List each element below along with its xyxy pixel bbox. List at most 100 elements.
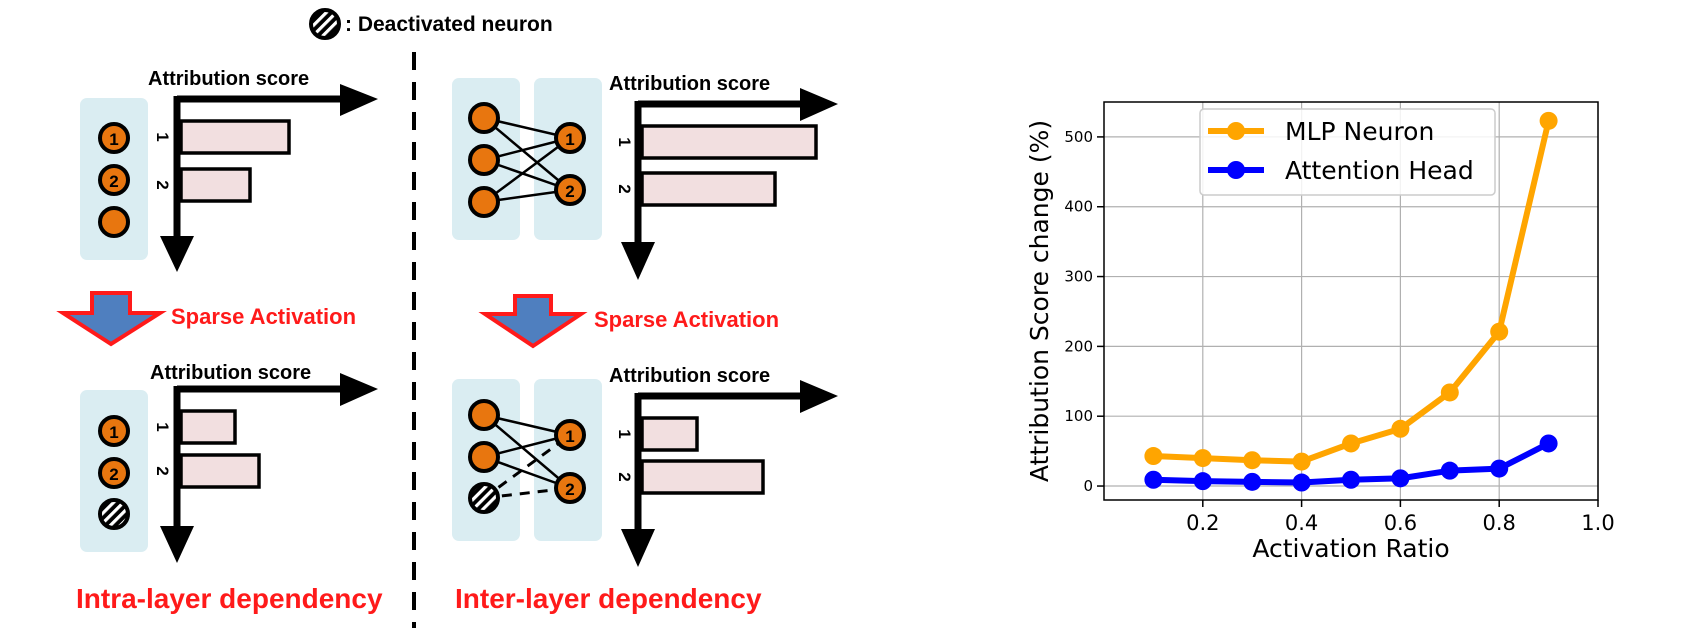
data-point	[1342, 434, 1360, 453]
inter-bottom-x-arrowhead	[800, 380, 838, 413]
inter-bottom-y-arrowhead	[621, 529, 655, 567]
inter-bottom-right-neuron-2: 2	[554, 472, 586, 504]
x-tick-label: 0.6	[1384, 511, 1417, 535]
intra-top-neuron-3	[98, 206, 130, 238]
inter-top-right-neuron-1: 1	[554, 122, 586, 154]
intra-top-neuron-2: 2	[98, 164, 130, 196]
legend-label: Attention Head	[1285, 156, 1474, 185]
data-point	[1292, 473, 1311, 492]
legend-entry-attention-head: Attention Head	[1208, 156, 1474, 185]
data-point	[1342, 470, 1360, 489]
x-tick-label: 0.8	[1482, 511, 1515, 535]
neuron-label: 2	[109, 465, 118, 484]
inter-bottom-bar-1	[640, 416, 699, 452]
neuron-label: 2	[109, 172, 118, 191]
inter-top-bar-2-label: 2	[615, 184, 634, 193]
intra-bottom-bar-2-label: 2	[153, 466, 172, 475]
inter-bottom-left-neuron-b	[468, 441, 500, 473]
attribution-change-chart: 0.2 0.4 0.6 0.8 1.0 0 100 200 300 400 500 Activat…	[1025, 101, 1615, 563]
intra-top-y-arrowhead	[160, 236, 194, 272]
intra-bottom-y-arrowhead	[160, 526, 194, 563]
intra-bottom-x-arrowhead	[340, 373, 378, 406]
neuron-label: 1	[109, 423, 118, 442]
data-point	[1539, 111, 1558, 130]
y-tick-label: 500	[1064, 128, 1093, 146]
intra-bottom-bar-1	[179, 409, 237, 445]
intra-top-bar-1	[179, 119, 291, 155]
inter-top-left-neuron-b	[468, 144, 500, 176]
data-point	[1144, 470, 1163, 489]
inter-bottom-bar-2	[640, 459, 765, 495]
inter-sparse-activation-arrow	[478, 294, 588, 349]
inter-sparse-activation-label: Sparse Activation	[594, 307, 779, 332]
intra-layer-caption: Intra-layer dependency	[76, 583, 383, 614]
inter-top-right-layer-box	[534, 78, 602, 240]
y-tick-label: 200	[1064, 337, 1093, 355]
neuron-circle	[98, 164, 130, 196]
chart-y-axis-label: Attribution Score change (%)	[1025, 120, 1054, 482]
intra-top-bar-2	[179, 167, 252, 203]
neuron-circle	[98, 457, 130, 489]
legend-swatch-marker	[1227, 122, 1245, 140]
inter-top-bar-1-label: 1	[615, 137, 634, 146]
neuron-label: 2	[565, 182, 574, 201]
x-tick-label: 1.0	[1581, 511, 1614, 535]
neuron-label: 2	[565, 480, 574, 499]
intra-top-x-arrowhead	[340, 84, 378, 116]
y-tick-label: 300	[1064, 268, 1093, 286]
intra-bottom-deactivated-neuron	[98, 498, 130, 530]
legend-label: MLP Neuron	[1285, 117, 1434, 146]
x-tick-label: 0.2	[1186, 511, 1219, 535]
data-point	[1193, 472, 1212, 491]
y-tick-label: 0	[1083, 477, 1093, 495]
inter-top-left-neuron-c	[468, 186, 500, 218]
data-point	[1539, 434, 1558, 453]
inter-bottom-bar-1-label: 1	[615, 429, 634, 438]
intra-bottom-neuron-1: 1	[98, 415, 130, 447]
inter-bottom-bar-2-label: 2	[615, 472, 634, 481]
chart-series	[1144, 111, 1558, 492]
data-point	[1243, 472, 1262, 491]
intra-top-bar-1-label: 1	[153, 132, 172, 141]
intra-top-neuron-1: 1	[98, 122, 130, 154]
data-point	[1193, 449, 1212, 468]
y-tick-label: 400	[1064, 198, 1093, 216]
intra-bottom-bar-2	[179, 453, 261, 489]
intra-top-axis-label: Attribution score	[148, 68, 309, 90]
inter-top-y-arrowhead	[621, 242, 655, 280]
intra-bottom-neuron-2: 2	[98, 457, 130, 489]
neuron-label: 1	[565, 427, 574, 446]
intra-bottom-axis-label: Attribution score	[150, 362, 311, 384]
data-point	[1292, 452, 1311, 471]
y-tick-label: 100	[1064, 407, 1093, 425]
neuron-label: 1	[109, 130, 118, 149]
chart-legend-box	[1199, 108, 1496, 196]
chart-frame	[1103, 101, 1599, 501]
neuron-circle	[554, 472, 586, 504]
data-point	[1440, 383, 1459, 402]
series-mlp-neuron	[1144, 111, 1558, 471]
data-point	[1490, 459, 1509, 478]
inter-bottom-right-neuron-1: 1	[554, 419, 586, 451]
inter-top-right-neuron-2: 2	[554, 174, 586, 206]
neuron-circle	[554, 419, 586, 451]
data-point	[1440, 461, 1459, 480]
intra-bottom-bar-1-label: 1	[153, 422, 172, 431]
x-tick-label: 0.4	[1285, 511, 1318, 535]
legend-swatch-marker	[1227, 161, 1245, 179]
intra-top-bar-2-label: 2	[153, 180, 172, 189]
chart-legend: MLP Neuron Attention Head	[1199, 108, 1496, 196]
chart-x-axis-label: Activation Ratio	[1252, 534, 1449, 563]
deactivated-neuron-legend: : Deactivated neuron	[309, 8, 553, 40]
inter-bottom-right-layer-box	[534, 379, 602, 541]
inter-layer-panel: 1 2 Attribution score 1 2 Sparse Activat…	[452, 73, 838, 614]
inter-bottom-left-neuron-a	[468, 399, 500, 431]
neuron-circle	[98, 415, 130, 447]
inter-top-bar-1	[640, 124, 818, 160]
data-point	[1391, 419, 1410, 438]
data-point	[1243, 451, 1262, 470]
neuron-circle	[554, 122, 586, 154]
neuron-circle	[554, 174, 586, 206]
deactivated-neuron-legend-text: : Deactivated neuron	[345, 13, 553, 36]
